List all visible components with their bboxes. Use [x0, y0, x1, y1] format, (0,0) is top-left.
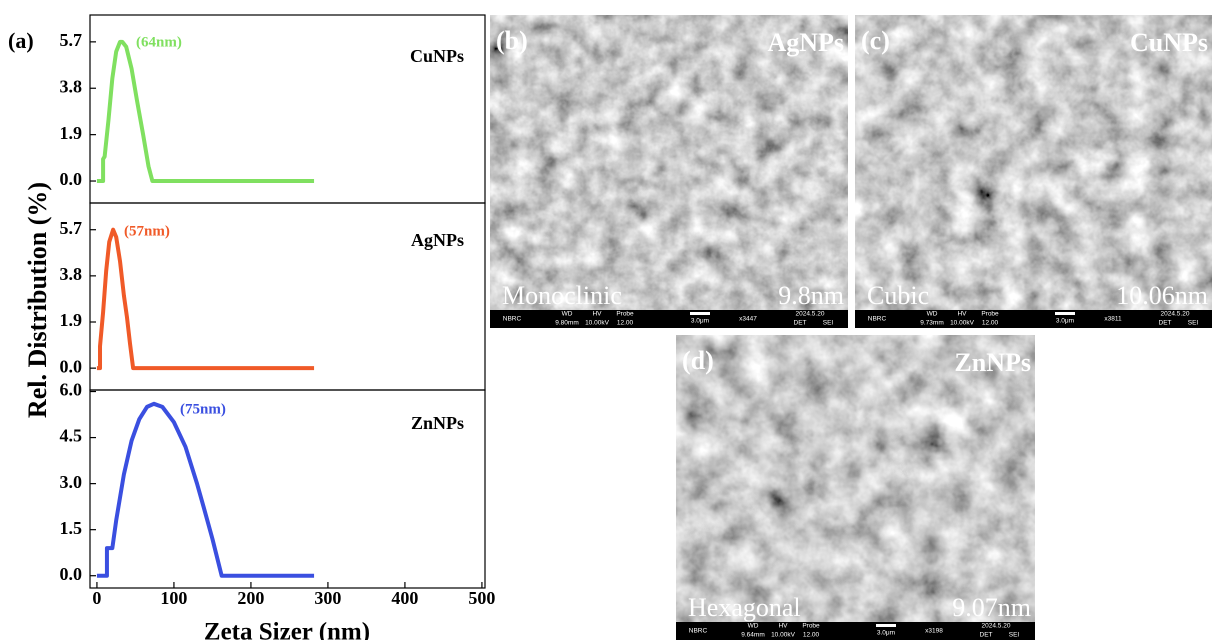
- y-tick-label: 5.7: [60, 218, 83, 238]
- info-text: DET: [980, 632, 993, 639]
- y-tick-label: 3.0: [60, 472, 83, 492]
- panel-label: (a): [8, 28, 34, 53]
- page: (a) Rel. Distribution (%) Zeta Sizer (nm…: [0, 0, 1212, 640]
- image-label: (d): [682, 346, 714, 375]
- size-label: 9.8nm: [778, 281, 844, 310]
- info-text: HV: [778, 623, 788, 630]
- info-text: 9.64mm: [741, 632, 764, 639]
- sem-image: [490, 15, 848, 310]
- info-text: NBRC: [868, 316, 887, 323]
- image-label: (b): [496, 26, 528, 55]
- info-text: 3.0μm: [1056, 318, 1074, 325]
- peak-annotation: (57nm): [124, 223, 170, 239]
- x-tick-label: 200: [237, 588, 264, 608]
- info-text: 9.80mm: [555, 320, 578, 327]
- data-line: [97, 42, 314, 181]
- info-text: 10.00kV: [585, 320, 610, 327]
- sample-label: ZnNPs: [411, 413, 464, 433]
- info-text: SEI: [823, 320, 834, 327]
- y-axis-label: Rel. Distribution (%): [23, 182, 52, 418]
- x-tick-label: 400: [391, 588, 418, 608]
- sample-label: AgNPs: [411, 230, 464, 250]
- info-text: 12.00: [803, 632, 820, 639]
- info-text: x3198: [925, 628, 943, 635]
- image-label: (c): [861, 26, 890, 55]
- figure: (a) Rel. Distribution (%) Zeta Sizer (nm…: [0, 0, 1212, 640]
- info-text: 12.00: [982, 320, 999, 327]
- y-tick-label: 0.0: [60, 564, 83, 584]
- scale-bar: [876, 624, 896, 627]
- info-text: DET: [1159, 320, 1172, 327]
- info-text: 10.00kV: [950, 320, 975, 327]
- info-text: NBRC: [503, 316, 522, 323]
- size-label: 9.07nm: [952, 593, 1031, 622]
- image-name: AgNPs: [767, 28, 844, 57]
- x-axis-label: Zeta Sizer (nm): [204, 619, 370, 640]
- info-text: 9.73mm: [920, 320, 943, 327]
- info-text: 10.00kV: [771, 632, 796, 639]
- x-tick-label: 0: [92, 588, 101, 608]
- info-text: 12.00: [617, 320, 634, 327]
- size-label: 10.06nm: [1116, 281, 1208, 310]
- info-text: 3.0μm: [691, 318, 709, 325]
- info-text: 2024.5.20: [982, 623, 1011, 630]
- info-text: Probe: [616, 311, 634, 318]
- x-tick-label: 500: [468, 588, 495, 608]
- info-text: 2024.5.20: [1161, 311, 1190, 318]
- y-tick-label: 1.9: [60, 310, 83, 330]
- info-text: Probe: [802, 623, 820, 630]
- peak-annotation: (75nm): [180, 401, 226, 417]
- info-text: x3811: [1104, 316, 1122, 323]
- crystal-label: Monoclinic: [502, 281, 622, 310]
- info-text: WD: [927, 311, 938, 318]
- info-text: SEI: [1009, 632, 1020, 639]
- crystal-label: Cubic: [867, 281, 929, 310]
- data-line: [97, 230, 314, 368]
- sample-label: CuNPs: [410, 46, 464, 66]
- y-tick-label: 6.0: [60, 380, 83, 400]
- y-tick-label: 5.7: [60, 30, 83, 50]
- y-tick-label: 0.0: [60, 356, 83, 376]
- scale-bar: [1055, 312, 1075, 315]
- image-name: ZnNPs: [954, 348, 1031, 377]
- crystal-label: Hexagonal: [688, 593, 801, 622]
- info-text: SEI: [1188, 320, 1199, 327]
- info-text: HV: [957, 311, 967, 318]
- sem-image: [855, 15, 1212, 310]
- info-text: HV: [592, 311, 602, 318]
- info-text: NBRC: [689, 628, 708, 635]
- y-tick-label: 3.8: [60, 264, 83, 284]
- data-line: [97, 404, 314, 576]
- info-text: Probe: [981, 311, 999, 318]
- info-text: WD: [748, 623, 759, 630]
- y-tick-label: 3.8: [60, 76, 83, 96]
- sem-image: [676, 335, 1035, 622]
- y-tick-label: 0.0: [60, 169, 83, 189]
- info-text: WD: [562, 311, 573, 318]
- image-name: CuNPs: [1130, 28, 1208, 57]
- scale-bar: [690, 312, 710, 315]
- x-tick-label: 100: [160, 588, 187, 608]
- info-text: x3447: [739, 316, 757, 323]
- x-tick-label: 300: [314, 588, 341, 608]
- info-text: DET: [794, 320, 807, 327]
- info-text: 3.0μm: [877, 630, 895, 637]
- peak-annotation: (64nm): [136, 34, 182, 50]
- y-tick-label: 4.5: [60, 426, 83, 446]
- info-text: 2024.5.20: [796, 311, 825, 318]
- y-tick-label: 1.9: [60, 123, 83, 143]
- y-tick-label: 1.5: [60, 518, 83, 538]
